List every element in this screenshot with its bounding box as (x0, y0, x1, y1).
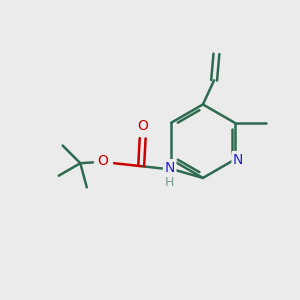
Text: N: N (233, 153, 244, 166)
Text: N: N (164, 160, 175, 175)
Text: O: O (137, 119, 148, 133)
Text: O: O (97, 154, 108, 168)
Text: H: H (165, 176, 174, 189)
